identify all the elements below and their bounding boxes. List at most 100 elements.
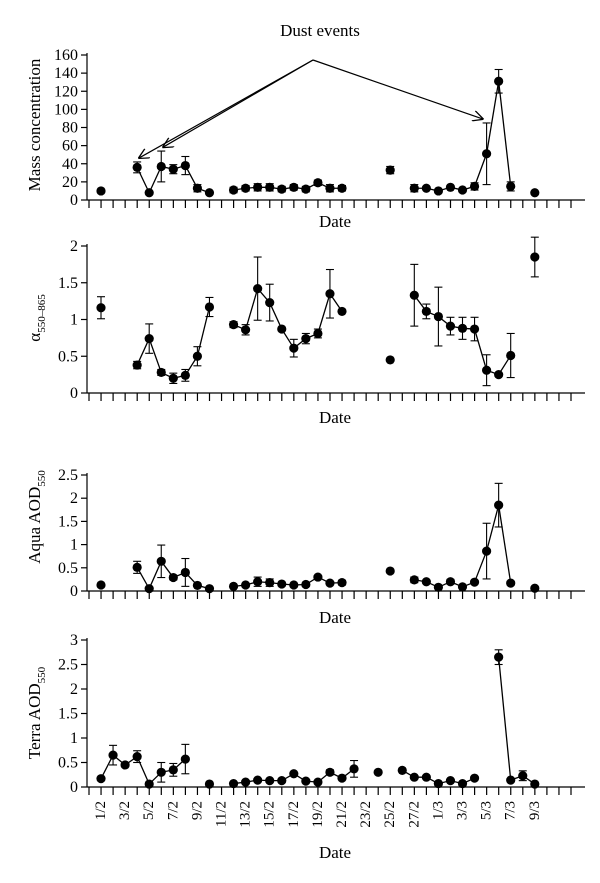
p1-data-point: [301, 184, 311, 194]
p1-y-tick-label: 100: [54, 101, 78, 118]
p2-data-point: [204, 302, 215, 312]
p3-y-tick-label: 1.5: [58, 513, 78, 530]
p1-data-point: [253, 182, 263, 192]
p2-y-tick-label: 1.5: [58, 275, 78, 292]
panel2-y-axis-label: α550–865: [25, 294, 48, 342]
p3-data-point: [494, 500, 504, 510]
p3-data-point: [204, 584, 215, 594]
p1-data-point: [289, 182, 299, 192]
p4-y-tick-label: 0: [70, 779, 78, 796]
p1-data-point: [506, 181, 516, 192]
p2-y-tick-label: 0: [70, 385, 78, 402]
p4-x-tick-label: 21/2: [334, 801, 350, 828]
p3-data-point: [289, 580, 299, 590]
p2-series-line: [233, 287, 343, 350]
p1-y-tick-label: 80: [62, 120, 78, 137]
p2-data-point: [228, 320, 239, 330]
p4-x-tick-label: 1/2: [93, 801, 109, 820]
p2-data-point: [289, 343, 299, 353]
p2-data-point: [168, 373, 178, 383]
p2-data-point: [325, 289, 335, 299]
p4-y-tick-label: 0.5: [58, 755, 78, 772]
p4-data-point: [108, 750, 118, 760]
p3-y-tick-label: 0.5: [58, 560, 78, 577]
p4-x-tick-label: 5/2: [141, 801, 157, 820]
panel-mass-concentration: Dust events Mass concentration Date 0204…: [25, 21, 585, 231]
p4-x-tick-label: 9/2: [189, 801, 205, 820]
p3-data-point: [228, 581, 239, 591]
p4-x-tick-label: 17/2: [286, 801, 302, 828]
p3-data-point: [277, 579, 287, 589]
p1-data-point: [228, 185, 239, 195]
p2-data-point: [506, 350, 516, 361]
p1-data-point: [168, 164, 178, 174]
p3-y-tick-label: 2: [70, 490, 78, 507]
p3-data-point: [156, 556, 166, 566]
p4-data-point: [132, 752, 142, 762]
p4-y-tick-label: 3: [70, 632, 78, 649]
p4-x-tick-label: 1/3: [430, 801, 446, 820]
p1-data-point: [156, 161, 166, 172]
p2-data-point: [313, 328, 323, 339]
p4-x-tick-label: 3/3: [455, 801, 471, 820]
p4-data-point: [253, 775, 263, 785]
p4-x-tick-label: 13/2: [238, 801, 254, 828]
p1-data-point: [96, 186, 106, 196]
p2-data-point: [277, 324, 287, 334]
p2-data-point: [180, 370, 190, 380]
p3-data-point: [192, 580, 202, 591]
p4-data-point: [313, 777, 323, 787]
p4-x-tick-label: 11/2: [214, 801, 230, 827]
p4-data-point: [457, 778, 468, 789]
p4-data-point: [120, 760, 130, 770]
p2-data-point: [457, 323, 468, 333]
panel4-x-axis-label: Date: [319, 843, 351, 862]
p4-data-point: [228, 778, 239, 789]
panel-aqua-aod: Aqua AOD550 Date 0 0.5 1 1.5 2 2.5: [25, 467, 585, 627]
p2-data-point: [301, 334, 311, 344]
p4-data-point: [204, 779, 215, 789]
p3-data-point: [433, 582, 443, 592]
p4-data-point: [373, 767, 383, 777]
p4-x-tick-label: 7/2: [165, 801, 181, 820]
p1-data-point: [180, 160, 190, 171]
p2-data-point: [241, 325, 251, 335]
p4-data-point: [144, 779, 154, 789]
p2-data-point: [144, 334, 154, 344]
p4-data-point: [241, 777, 251, 787]
p1-data-point: [325, 183, 335, 193]
p2-data-point: [156, 367, 166, 378]
p1-data-point: [445, 182, 456, 192]
p3-data-point: [385, 566, 395, 576]
p1-data-point: [469, 181, 480, 192]
p1-y-tick-label: 140: [54, 65, 78, 82]
p3-data-point: [301, 579, 311, 590]
p3-data-point: [530, 583, 540, 593]
p4-x-tick-label: 23/2: [358, 801, 374, 828]
p4-data-point: [530, 779, 540, 789]
p4-data-point: [277, 776, 287, 786]
p1-data-point: [482, 149, 492, 159]
p3-series-line: [233, 576, 343, 588]
p4-data-point: [265, 776, 275, 786]
p2-data-point: [409, 290, 419, 300]
p3-data-point: [421, 577, 431, 587]
p1-data-point: [241, 183, 251, 193]
p1-y-tick-label: 120: [54, 83, 78, 100]
p3-data-point: [313, 572, 323, 582]
p3-data-point: [469, 577, 480, 587]
p3-data-point: [482, 546, 492, 556]
p2-data-point: [469, 324, 480, 334]
p1-data-point: [421, 183, 431, 193]
p4-series-line: [498, 657, 536, 785]
p4-x-tick-label: 25/2: [382, 801, 398, 828]
p2-data-point: [192, 351, 202, 361]
p3-data-point: [409, 575, 419, 585]
p1-data-point: [204, 188, 215, 198]
p4-y-tick-label: 2.5: [58, 657, 78, 674]
p1-data-point: [457, 185, 468, 195]
p1-data-point: [277, 184, 287, 194]
p1-data-point: [132, 162, 142, 172]
p4-data-point: [301, 776, 311, 786]
p4-data-point: [494, 652, 504, 662]
